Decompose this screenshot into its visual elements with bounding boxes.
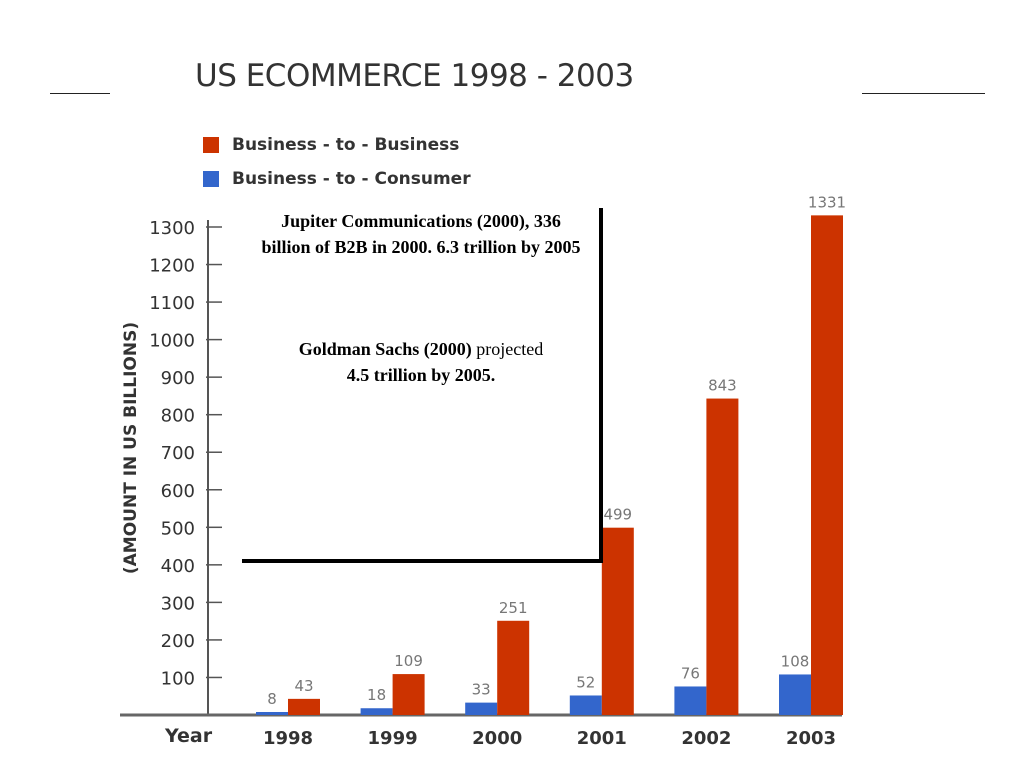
data-label-b2b-2003: 1331 [808, 193, 846, 211]
legend-item-b2b: Business - to - Business [203, 128, 471, 162]
data-label-b2c-2001: 52 [576, 673, 595, 691]
y-tick-label: 600 [161, 481, 195, 502]
bar-b2b-1999 [392, 674, 425, 715]
data-label-b2c-2003: 108 [781, 652, 810, 670]
x-category-2002: 2002 [681, 728, 731, 749]
bar-b2c-2001 [569, 695, 602, 715]
x-category-1999: 1999 [368, 728, 418, 749]
bar-b2b-2003 [811, 215, 843, 715]
data-label-b2b-2000: 251 [499, 599, 528, 617]
legend-swatch-b2b [203, 137, 219, 153]
data-label-b2b-1999: 109 [394, 652, 423, 670]
annotation-goldman-source: Goldman Sachs (2000) [298, 339, 472, 359]
data-label-b2c-2002: 76 [681, 664, 700, 682]
right-rule [862, 93, 985, 94]
chart-title: US ECOMMERCE 1998 - 2003 [195, 58, 634, 94]
data-label-b2b-2002: 843 [708, 377, 737, 395]
x-category-1998: 1998 [263, 728, 313, 749]
y-tick-label: 300 [161, 593, 195, 614]
y-tick-label: 100 [161, 668, 195, 689]
y-tick-label: 200 [161, 631, 195, 652]
x-axis-label: Year [164, 725, 213, 747]
y-tick-label: 400 [161, 556, 195, 577]
data-label-b2b-2001: 499 [603, 506, 632, 524]
annotation-jupiter: Jupiter Communications (2000), 336 billi… [261, 211, 581, 257]
y-tick-label: 700 [161, 443, 195, 464]
x-category-2001: 2001 [577, 728, 627, 749]
annotation-goldman-projection: 4.5 trillion by 2005. [346, 365, 496, 385]
bar-b2c-1998 [256, 711, 288, 715]
y-tick-label: 1300 [149, 218, 195, 239]
bar-b2b-1998 [288, 698, 320, 715]
data-label-b2b-1998: 43 [294, 677, 313, 695]
data-label-b2c-2000: 33 [472, 681, 491, 699]
bar-b2b-2002 [706, 398, 739, 715]
x-category-2000: 2000 [472, 728, 522, 749]
legend-item-b2c: Business - to - Consumer [203, 162, 471, 196]
y-tick-label: 1000 [149, 331, 195, 352]
bar-b2b-2001 [601, 527, 634, 715]
annotation-goldman: Goldman Sachs (2000) projected 4.5 trill… [258, 336, 584, 388]
data-label-b2c-1998: 8 [267, 690, 277, 708]
legend-label-b2c: Business - to - Consumer [232, 169, 471, 189]
y-tick-label: 500 [161, 518, 195, 539]
bar-b2c-2000 [465, 702, 498, 715]
x-category-2003: 2003 [786, 728, 836, 749]
left-rule [50, 93, 110, 94]
y-tick-label: 1100 [149, 293, 195, 314]
legend: Business - to - Business Business - to -… [203, 128, 471, 196]
annotation-goldman-text: projected [471, 339, 544, 359]
bar-b2c-2002 [674, 686, 707, 715]
bar-b2b-2000 [497, 620, 530, 715]
y-tick-label: 1200 [149, 256, 195, 277]
y-tick-label: 900 [161, 368, 195, 389]
legend-label-b2b: Business - to - Business [232, 135, 460, 155]
bar-b2c-2003 [779, 674, 811, 715]
legend-swatch-b2c [203, 171, 219, 187]
y-tick-label: 800 [161, 406, 195, 427]
bar-b2c-1999 [360, 708, 393, 715]
data-label-b2c-1999: 18 [367, 686, 386, 704]
